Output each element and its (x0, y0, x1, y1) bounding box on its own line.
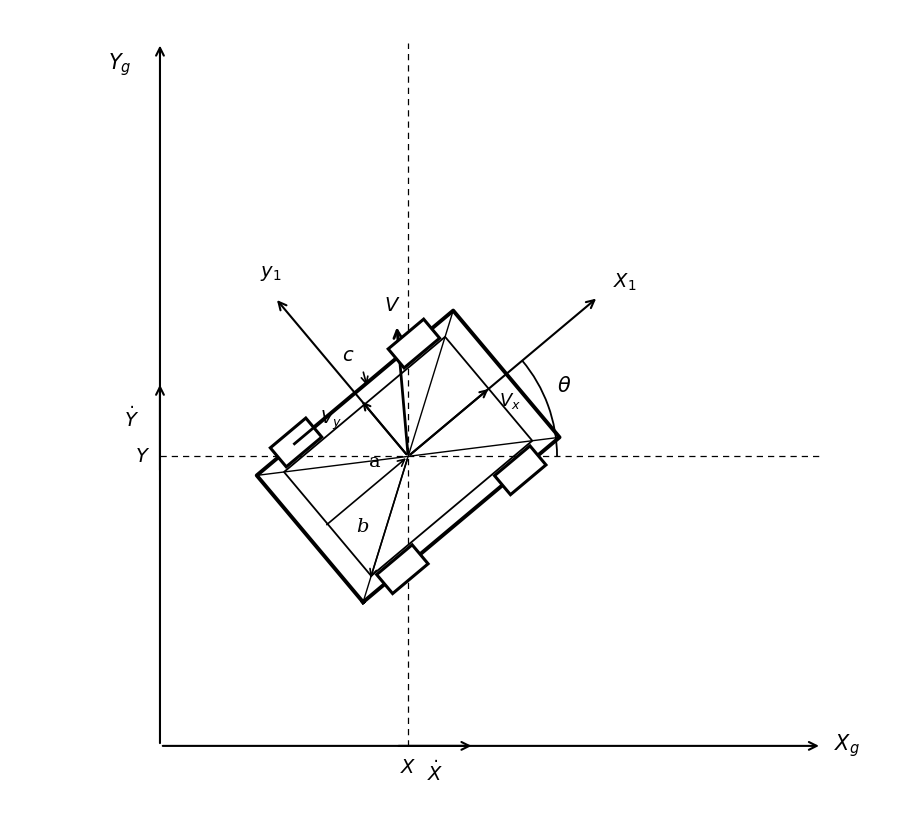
Polygon shape (494, 446, 546, 495)
Text: $V_y$: $V_y$ (320, 409, 343, 432)
Text: $\theta$: $\theta$ (557, 376, 572, 396)
Text: $X$: $X$ (400, 759, 416, 778)
Text: $X_g$: $X_g$ (834, 733, 860, 759)
Text: $Y$: $Y$ (135, 447, 150, 466)
Polygon shape (377, 544, 428, 593)
Polygon shape (271, 418, 322, 466)
Text: $\dot{Y}$: $\dot{Y}$ (124, 407, 139, 432)
Text: $V$: $V$ (384, 295, 401, 315)
Text: $\dot{X}$: $\dot{X}$ (427, 761, 443, 785)
Text: a: a (369, 452, 380, 471)
Text: $X_1$: $X_1$ (613, 271, 636, 293)
Text: $V_x$: $V_x$ (499, 392, 521, 412)
Text: $Y_g$: $Y_g$ (108, 51, 131, 78)
Polygon shape (388, 320, 440, 368)
Text: $y_1$: $y_1$ (261, 264, 281, 283)
Text: b: b (356, 518, 369, 535)
Text: $c$: $c$ (342, 346, 354, 365)
